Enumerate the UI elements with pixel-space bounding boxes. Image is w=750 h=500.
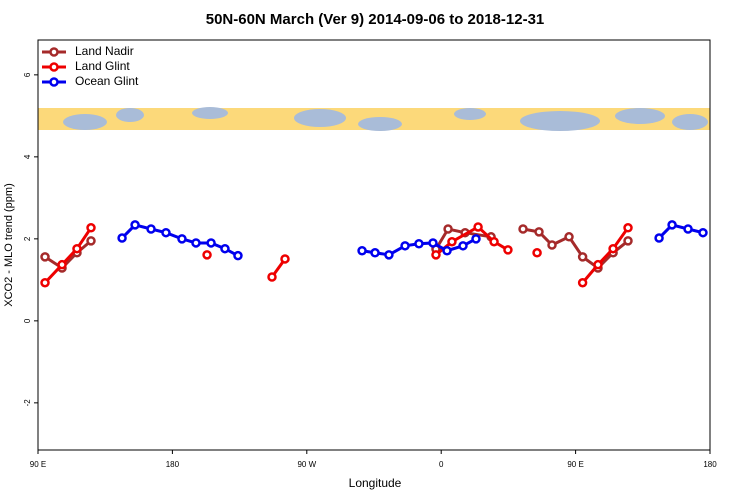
data-point [117,233,127,243]
data-point [40,277,50,288]
data-point [86,236,96,246]
data-point [431,250,441,260]
x-tick-label: 180 [166,460,180,469]
data-point [177,234,187,244]
data-point [503,245,513,255]
data-point [489,236,499,247]
legend-marker [49,62,59,72]
data-point [447,236,457,247]
y-tick-label: -2 [23,399,32,407]
data-point [202,250,212,260]
data-point [191,238,201,248]
data-point [86,223,96,233]
y-tick-label: 0 [23,318,32,323]
x-tick-label: 90 E [567,460,583,469]
legend-label: Ocean Glint [75,74,139,88]
data-point [667,220,677,230]
data-point [471,234,481,244]
data-point [577,277,588,288]
y-tick-label: 2 [23,236,32,241]
x-tick-label: 90 W [297,460,316,469]
legend-marker [49,77,59,87]
data-point [130,220,140,230]
x-tick-label: 180 [703,460,717,469]
series-line [43,225,630,284]
data-point [608,243,618,254]
data-point [654,233,664,243]
data-point [206,238,216,248]
data-point [267,272,277,282]
data-point [623,236,633,246]
data-point [443,224,453,234]
data-point [161,227,171,238]
data-point [57,259,67,270]
y-tick-label: 6 [23,72,32,77]
data-point [384,250,394,260]
data-point [532,248,542,258]
data-point [683,224,693,234]
data-point [428,238,438,248]
data-point [473,222,483,232]
map-strip [38,107,710,131]
data-point [534,227,544,237]
data-point [547,240,557,250]
x-tick-label: 90 E [30,460,46,469]
data-point [370,248,380,258]
data-point [518,224,528,234]
data-point [623,223,633,233]
data-point [280,254,290,264]
data-point [400,241,410,251]
chart-title: 50N-60N March (Ver 9) 2014-09-06 to 2018… [206,11,545,28]
data-point [40,252,50,262]
x-axis-label: Longitude [349,476,402,490]
data-point [593,259,603,270]
data-point [458,241,468,251]
data-point [146,224,156,234]
legend-marker [49,47,59,57]
y-tick-label: 4 [23,154,32,159]
data-point [72,243,82,254]
data-point [233,250,243,261]
x-tick-label: 0 [439,460,444,469]
y-axis-label: XCO2 - MLO trend (ppm) [3,183,15,306]
data-point [564,232,574,242]
data-point [698,227,708,238]
plot-frame [37,39,711,451]
data-point [414,239,424,249]
legend-label: Land Glint [75,59,130,73]
data-point [220,243,230,254]
data-point [357,245,367,256]
legend-label: Land Nadir [75,44,134,58]
data-point [442,245,452,256]
data-point [577,252,588,262]
